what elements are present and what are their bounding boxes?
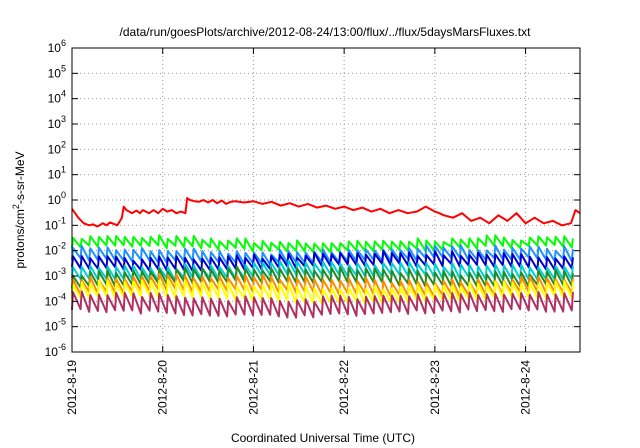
series-line <box>71 250 574 273</box>
y-tick-label: 106 <box>48 38 66 55</box>
x-axis-label: Coordinated Universal Time (UTC) <box>231 431 415 445</box>
y-tick-label: 101 <box>48 165 66 182</box>
data-series <box>71 197 581 319</box>
x-tick-label: 2012-8-20 <box>156 360 170 415</box>
chart-title: /data/run/goesPlots/archive/2012-08-24/1… <box>120 25 532 39</box>
x-tick-label: 2012-8-22 <box>337 360 351 415</box>
y-tick-label: 102 <box>48 139 66 156</box>
y-tick-label: 100 <box>48 190 66 207</box>
y-tick-label: 10-1 <box>45 215 66 232</box>
x-tick-label: 2012-8-21 <box>246 360 260 415</box>
y-axis-label: protons/cm2-s-sr-MeV <box>11 151 27 268</box>
series-line <box>71 234 574 254</box>
y-tick-label: 10-4 <box>45 291 66 308</box>
y-tick-label: 103 <box>48 114 66 131</box>
series-line <box>71 265 574 289</box>
y-tick-label: 104 <box>48 89 66 106</box>
y-tick-label: 105 <box>48 63 66 80</box>
y-axis: 10-6 10-5 10-4 10-3 10-2 10-1 100 101 102 103 104 1… <box>45 38 580 359</box>
y-tick-label: 10-3 <box>45 266 66 283</box>
series-line <box>71 272 574 298</box>
series-line <box>71 259 574 283</box>
x-axis: 2012-8-19 2012-8-20 2012-8-21 2012-8-22 2012… <box>65 48 533 415</box>
series-line <box>71 197 581 228</box>
y-tick-label: 10-5 <box>45 317 66 334</box>
y-tick-label: 10-6 <box>45 342 66 359</box>
y-tick-label: 10-2 <box>45 241 66 258</box>
x-tick-label: 2012-8-24 <box>519 360 533 415</box>
x-tick-label: 2012-8-23 <box>428 360 442 415</box>
series-line <box>71 290 574 319</box>
x-tick-label: 2012-8-19 <box>65 360 79 415</box>
